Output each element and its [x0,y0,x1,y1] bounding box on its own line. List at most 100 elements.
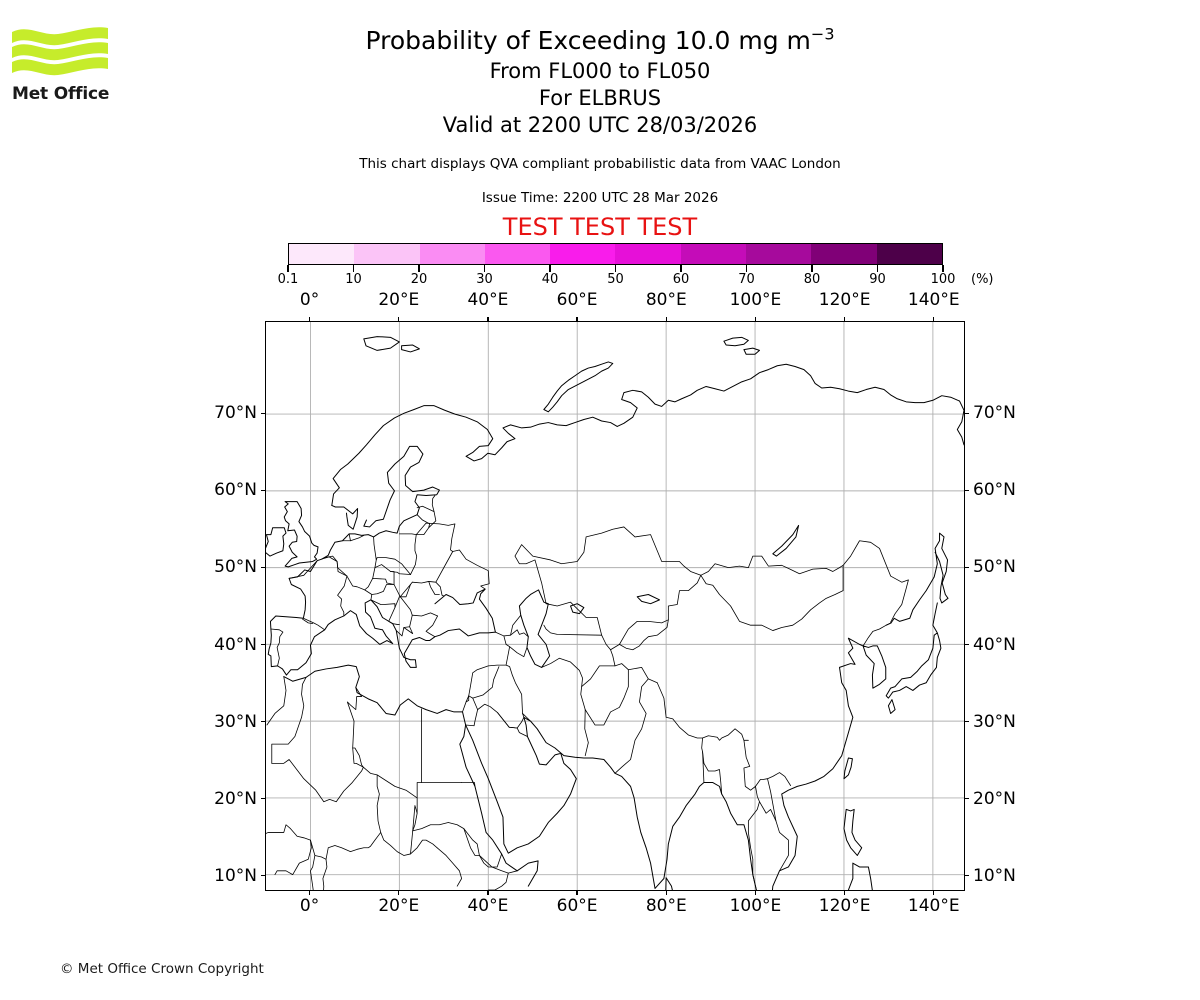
country-border-51 [702,728,749,741]
lat-label-left-10: 10°N [214,865,257,886]
country-border-75 [487,872,509,890]
lon-label-bottom-0: 0° [299,896,320,916]
lon-tick-bottom-100 [754,891,757,895]
country-border-41 [522,713,531,722]
country-border-45 [545,601,616,667]
coastline-segment-5 [616,363,961,427]
country-border-23 [395,584,413,637]
map-gridlines [266,322,964,890]
country-border-78 [322,858,328,890]
country-border-30 [462,664,525,718]
lat-tick-left-50 [261,566,265,569]
country-border-22 [415,522,456,552]
country-border-72 [412,822,503,868]
lon-label-top-60: 60°E [556,290,598,310]
coastline-segment-16 [885,532,949,626]
country-border-39 [503,629,529,638]
lon-tick-bottom-20 [398,891,400,895]
colorbar-tick-60 [680,265,682,272]
coastline-segment-17 [956,400,964,446]
colorbar-label-0.1: 0.1 [277,272,299,287]
country-border-10 [364,577,395,595]
lat-tick-left-40 [261,643,265,646]
lon-label-bottom-20: 20°E [378,896,420,916]
colorbar-band-5 [615,244,681,264]
met-office-logo: Met Office [12,26,112,104]
disclaimer-text: This chart displays QVA compliant probab… [359,156,841,172]
country-border-56 [759,801,789,872]
lat-tick-right-10 [965,874,969,877]
lat-label-left-30: 30°N [214,711,257,732]
country-border-28 [370,599,396,625]
colorbar-tick-labels: 0.1 10 20 30 40 50 60 70 80 90 100 [278,272,956,288]
colorbar-label-10: 10 [345,272,362,287]
country-border-0 [270,628,284,667]
lon-label-top-80: 80°E [645,290,687,310]
country-border-53 [702,751,705,783]
colorbar-tick-90 [876,265,879,272]
lat-tick-left-70 [261,412,265,415]
country-border-18 [416,505,435,512]
colorbar-band-8 [811,244,877,264]
page-title: Probability of Exceeding 10.0 mg m−3 [0,24,1200,58]
lon-label-top-140: 140°E [907,290,960,310]
country-border-26 [403,626,414,635]
lon-label-bottom-60: 60°E [556,896,598,916]
volcano-name-line: For ELBRUS [538,86,662,110]
colorbar-band-2 [419,244,485,264]
coastline-segment-20 [843,757,853,780]
valid-time-line: Valid at 2200 UTC 28/03/2026 [442,113,758,137]
country-border-73 [463,828,480,856]
lon-label-bottom-100: 100°E [729,896,782,916]
country-border-36 [465,695,470,703]
coastline-segment-12 [283,501,319,568]
country-border-55 [747,785,760,890]
country-border-37 [495,631,511,666]
map-svg [266,322,964,890]
lat-label-right-50: 50°N [973,557,1016,578]
lat-label-right-20: 20°N [973,788,1016,809]
lat-tick-right-30 [965,720,969,723]
lon-label-bottom-140: 140°E [907,896,960,916]
coastline-segment-14 [283,664,539,887]
colorbar-band-4 [550,244,616,264]
country-border-19 [411,581,445,597]
lon-tick-top-140 [933,317,935,321]
country-border-34 [497,712,510,728]
lat-label-right-10: 10°N [973,865,1016,886]
country-border-2 [302,618,314,625]
lat-tick-right-50 [965,566,969,569]
colorbar-tick-100 [942,265,944,272]
colorbar-tick-80 [811,265,813,272]
coastline-segment-25 [772,524,800,557]
coastline-segment-0 [331,405,618,506]
lon-label-top-20: 20°E [378,290,420,310]
coastline-segment-24 [570,603,585,615]
country-border-21 [435,549,490,590]
country-border-15 [398,533,418,575]
country-border-68 [416,782,463,799]
colorbar-label-30: 30 [476,272,493,287]
country-border-65 [346,686,362,749]
country-border-17 [428,495,437,529]
lat-tick-left-10 [261,874,265,877]
country-border-48 [543,624,603,636]
coastline-segment-21 [843,808,863,856]
coastline-segment-9 [363,336,400,351]
country-border-66 [362,766,438,856]
country-border-9 [346,575,373,601]
country-border-29 [394,596,401,608]
lon-label-top-100: 100°E [729,290,782,310]
country-border-62 [266,676,287,726]
country-border-59 [700,564,844,631]
country-border-40 [510,614,522,636]
lon-tick-top-120 [843,317,846,321]
coastline-segment-8 [743,347,760,355]
test-banner: TEST TEST TEST [502,213,698,241]
country-border-38 [509,646,528,658]
country-border-4 [321,556,348,616]
country-border-42 [541,657,589,757]
colorbar-band-3 [484,244,551,264]
lat-label-left-20: 20°N [214,788,257,809]
colorbar-band-7 [746,244,812,264]
